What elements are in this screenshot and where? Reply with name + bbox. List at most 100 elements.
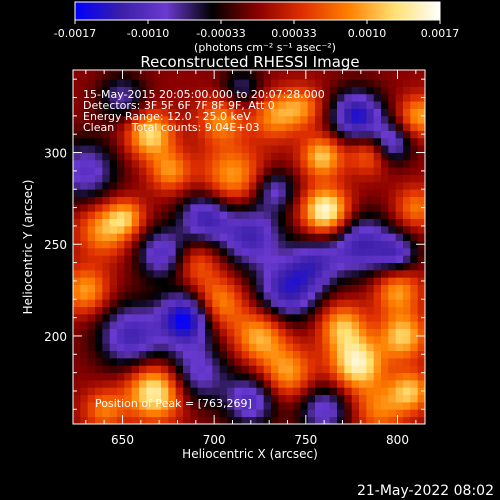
heatmap-cell xyxy=(271,79,279,87)
heatmap-cell xyxy=(205,379,213,388)
heatmap-cell xyxy=(87,335,96,344)
heatmap-cell xyxy=(124,174,133,183)
heatmap-cell xyxy=(271,167,279,175)
heatmap-cell xyxy=(139,247,147,256)
heatmap-cell xyxy=(80,137,89,146)
heatmap-cell xyxy=(80,284,89,293)
heatmap-cell xyxy=(80,181,89,190)
heatmap-cell xyxy=(117,401,125,410)
heatmap-cell xyxy=(109,101,118,109)
heatmap-cell xyxy=(183,71,191,80)
annotation-peak-position: Position of Peak = [763,269] xyxy=(95,397,252,410)
heatmap-cell xyxy=(197,71,206,80)
heatmap-cell xyxy=(227,189,235,197)
heatmap-cell xyxy=(417,401,425,410)
heatmap-cell xyxy=(227,101,235,109)
heatmap-cell xyxy=(293,203,301,212)
heatmap-cell xyxy=(271,328,279,337)
heatmap-cell xyxy=(271,409,279,418)
heatmap-cell xyxy=(117,218,125,227)
heatmap-cell xyxy=(322,299,331,308)
heatmap-cell xyxy=(80,115,89,124)
heatmap-cell xyxy=(417,189,425,197)
heatmap-cell xyxy=(403,115,411,124)
heatmap-cell xyxy=(183,394,191,403)
heatmap-cell xyxy=(388,108,397,117)
heatmap-cell xyxy=(351,350,360,359)
heatmap-cell xyxy=(124,203,133,212)
heatmap-cell xyxy=(80,189,89,197)
heatmap-cell xyxy=(190,379,199,388)
heatmap-cell xyxy=(293,233,301,241)
heatmap-cell xyxy=(124,189,133,197)
heatmap-cell xyxy=(197,101,206,109)
heatmap-cell xyxy=(344,379,353,388)
heatmap-cell xyxy=(73,211,81,219)
heatmap-cell xyxy=(161,181,169,190)
heatmap-cell xyxy=(249,159,257,168)
heatmap-cell xyxy=(190,299,199,308)
heatmap-cell xyxy=(256,409,265,418)
heatmap-cell xyxy=(315,357,323,366)
heatmap-cell xyxy=(373,343,382,352)
heatmap-cell xyxy=(307,167,316,175)
heatmap-cell xyxy=(300,71,309,80)
heatmap-cell xyxy=(241,401,250,410)
heatmap-cell xyxy=(80,79,89,87)
heatmap-cell xyxy=(109,218,118,227)
heatmap-cell xyxy=(205,189,213,197)
heatmap-cell xyxy=(300,365,309,374)
heatmap-cell xyxy=(153,159,162,168)
heatmap-cell xyxy=(263,313,272,322)
heatmap-cell xyxy=(403,313,411,322)
heatmap-cell xyxy=(271,123,279,131)
heatmap-cell xyxy=(241,101,250,109)
heatmap-cell xyxy=(183,328,191,337)
heatmap-cell xyxy=(183,211,191,219)
heatmap-cell xyxy=(197,225,206,234)
heatmap-cell xyxy=(205,291,213,300)
heatmap-cell xyxy=(95,240,103,249)
heatmap-cell xyxy=(285,255,294,263)
heatmap-cell xyxy=(161,123,169,131)
heatmap-cell xyxy=(263,372,272,381)
heatmap-cell xyxy=(249,203,257,212)
heatmap-cell xyxy=(307,255,316,263)
heatmap-cell xyxy=(102,350,111,359)
heatmap-cell xyxy=(256,335,265,344)
heatmap-cell xyxy=(175,284,184,293)
heatmap-cell xyxy=(109,174,118,183)
heatmap-cell xyxy=(278,240,287,249)
heatmap-cell xyxy=(234,306,243,315)
heatmap-cell xyxy=(124,350,133,359)
heatmap-cell xyxy=(381,409,389,418)
heatmap-cell xyxy=(271,137,279,146)
heatmap-cell xyxy=(117,233,125,241)
heatmap-cell xyxy=(109,379,118,388)
heatmap-cell xyxy=(351,357,360,366)
heatmap-cell xyxy=(366,409,375,418)
heatmap-cell xyxy=(373,79,382,87)
heatmap-cell xyxy=(153,284,162,293)
heatmap-cell xyxy=(227,174,235,183)
heatmap-cell xyxy=(293,247,301,256)
heatmap-cell xyxy=(183,159,191,168)
heatmap-cell xyxy=(388,379,397,388)
heatmap-cell xyxy=(410,130,419,139)
heatmap-cell xyxy=(271,321,279,330)
heatmap-cell xyxy=(410,123,419,131)
heatmap-cell xyxy=(102,70,111,73)
heatmap-cell xyxy=(249,196,257,205)
heatmap-cell xyxy=(234,233,243,241)
heatmap-cell xyxy=(278,159,287,168)
heatmap-cell xyxy=(329,328,338,337)
heatmap-cell xyxy=(95,71,103,80)
heatmap-cell xyxy=(249,174,257,183)
heatmap-cell xyxy=(227,321,235,330)
heatmap-cell xyxy=(322,218,331,227)
heatmap-cell xyxy=(95,291,103,300)
heatmap-cell xyxy=(109,240,118,249)
heatmap-cell xyxy=(227,115,235,124)
heatmap-cell xyxy=(241,416,250,424)
heatmap-cell xyxy=(168,387,177,396)
